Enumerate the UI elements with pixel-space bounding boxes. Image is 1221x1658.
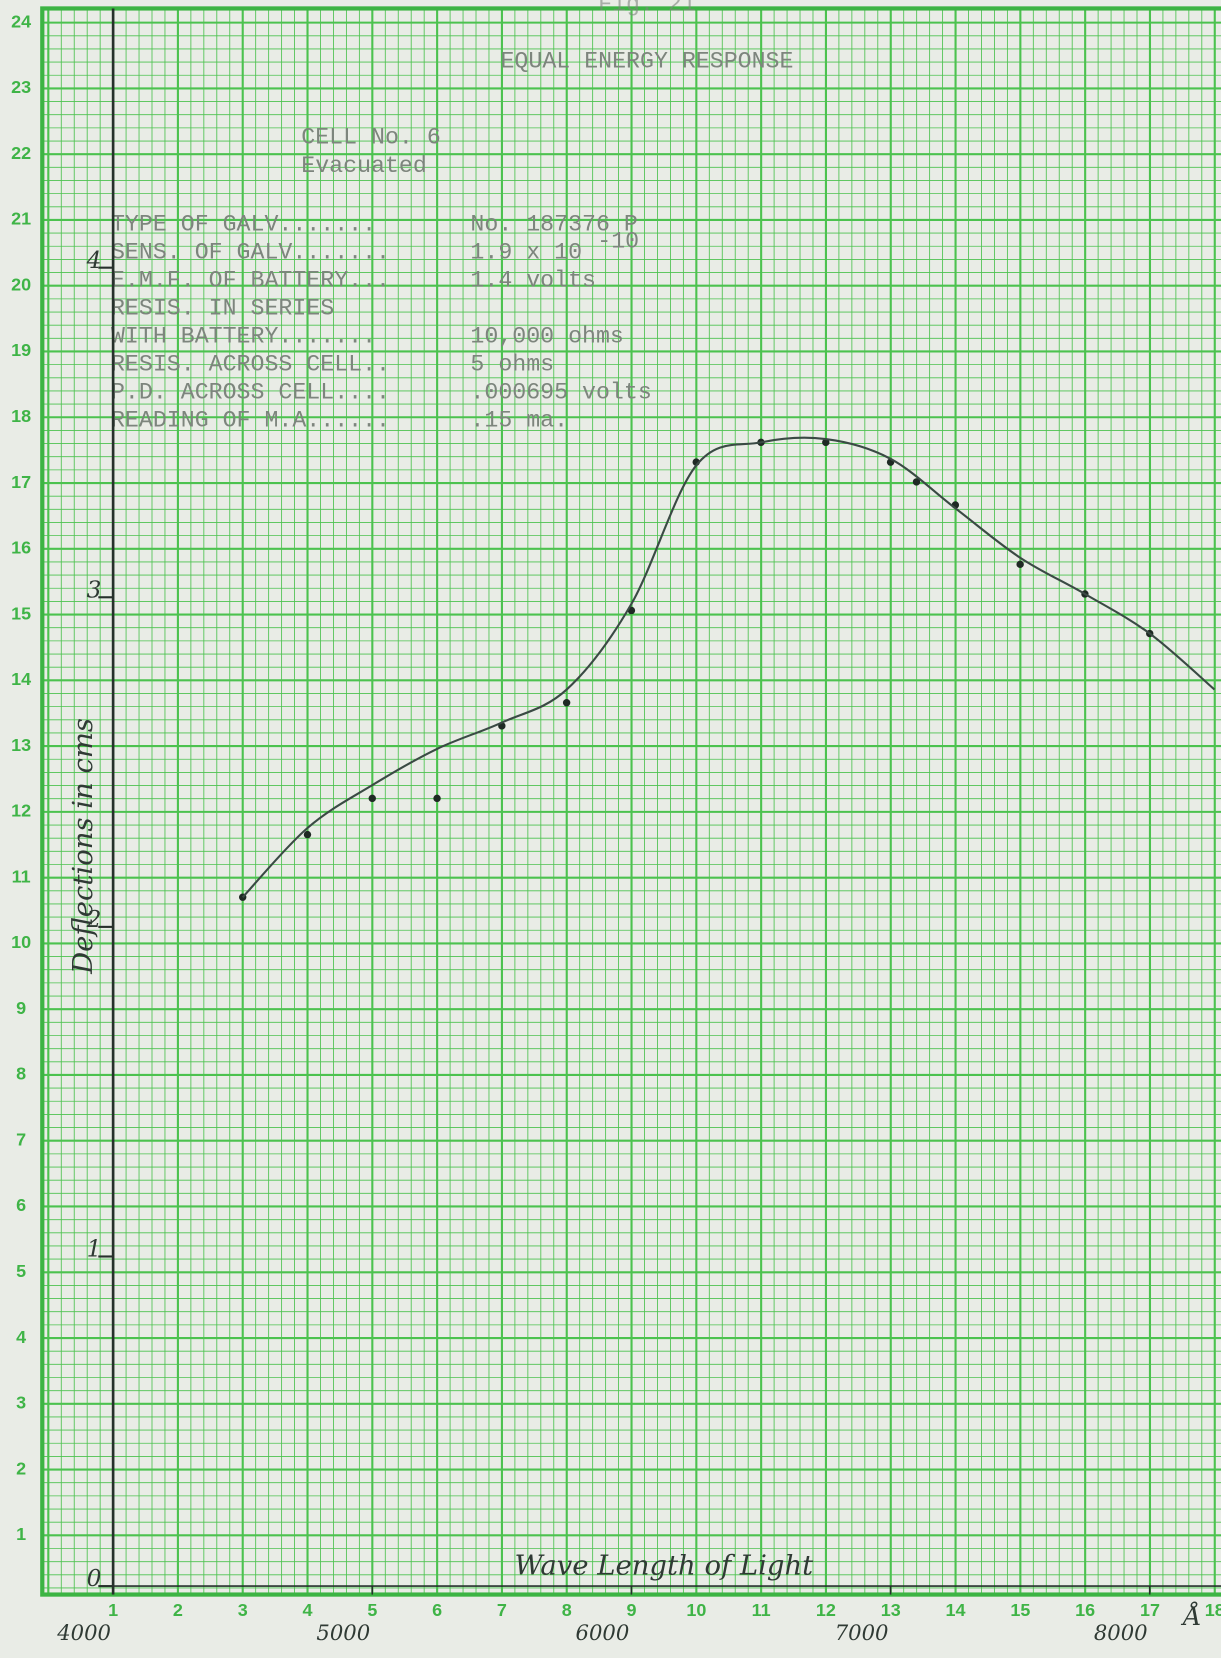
note-label: P.D. ACROSS CELL.... <box>111 379 390 405</box>
paper-row-number: 20 <box>11 274 31 294</box>
note-label: WITH BATTERY....... <box>111 323 376 349</box>
x-axis-unit: Å <box>1180 1600 1201 1631</box>
data-point <box>1016 561 1023 568</box>
paper-row-number: 23 <box>11 77 31 97</box>
y-tick-label: 0 <box>87 1565 102 1592</box>
paper-column-number: 14 <box>946 1600 966 1620</box>
paper-row-number: 18 <box>11 406 31 426</box>
paper-row-number: 15 <box>11 603 31 623</box>
y-tick-label: 3 <box>87 576 102 603</box>
x-tick-label: 6000 <box>576 1620 630 1645</box>
paper-column-number: 8 <box>562 1600 572 1620</box>
paper-row-number: 8 <box>16 1064 26 1084</box>
x-tick-label: 8000 <box>1094 1620 1148 1645</box>
paper-row-number: 13 <box>11 735 31 755</box>
paper-row-number: 24 <box>11 11 31 31</box>
note-value: .000695 volts <box>470 379 651 405</box>
x-tick-label: 5000 <box>316 1620 370 1645</box>
x-tick-label: 4000 <box>56 1620 111 1645</box>
paper-column-number: 5 <box>367 1600 377 1620</box>
paper-row-number: 3 <box>16 1393 26 1413</box>
paper-row-number: 5 <box>16 1261 26 1281</box>
paper-column-number: 2 <box>173 1600 183 1620</box>
note-value: 5 ohms <box>470 351 554 377</box>
data-point <box>304 831 311 838</box>
chart-title: EQUAL ENERGY RESPONSE <box>500 48 793 74</box>
paper-row-number: 16 <box>11 538 31 558</box>
paper-row-number: 17 <box>11 472 31 492</box>
chart: Fig. 21 EQUAL ENERGY RESPONSE CELL No. 6… <box>0 0 1221 1658</box>
paper-row-number: 21 <box>11 209 31 229</box>
paper-column-number: 4 <box>303 1600 313 1620</box>
paper-row-number: 19 <box>11 340 31 360</box>
data-point <box>369 795 376 802</box>
note-label: E.M.F. OF BATTERY... <box>111 267 390 293</box>
paper-row-number: 1 <box>16 1524 26 1544</box>
paper-row-number: 7 <box>16 1129 26 1149</box>
data-point <box>433 795 440 802</box>
paper-column-number: 9 <box>627 1600 637 1620</box>
cell-label: CELL No. 6 <box>301 125 441 151</box>
paper-row-number: 6 <box>16 1195 26 1215</box>
condition-label: Evacuated <box>301 153 427 179</box>
note-value: 1.4 volts <box>470 267 596 293</box>
y-tick-label: 1 <box>87 1236 102 1263</box>
x-tick-label: 7000 <box>835 1620 889 1645</box>
y-axis-title: Deflections in cms <box>67 718 99 975</box>
paper-column-number: 1 <box>108 1600 118 1620</box>
note-value: 1.9 x 10 <box>470 239 582 265</box>
paper-column-number: 13 <box>881 1600 901 1620</box>
paper-column-number: 11 <box>752 1600 771 1620</box>
paper-column-number: 6 <box>432 1600 442 1620</box>
paper-column-number: 12 <box>816 1600 836 1620</box>
note-value: .15 ma. <box>470 407 568 433</box>
paper-row-number: 2 <box>16 1458 26 1478</box>
note-label: RESIS. IN SERIES <box>111 295 334 321</box>
note-value: 10,000 ohms <box>470 323 623 349</box>
paper-column-number: 15 <box>1010 1600 1030 1620</box>
note-label: SENS. OF GALV....... <box>111 239 390 265</box>
figure-label: Fig. 21 <box>598 0 696 17</box>
y-tick-label: 2 <box>86 906 102 933</box>
paper-column-number: 3 <box>238 1600 248 1620</box>
paper-row-number: 9 <box>16 998 26 1018</box>
paper-row-number: 22 <box>11 143 31 163</box>
paper-row-number: 11 <box>12 866 31 886</box>
paper-row-number: 10 <box>11 932 31 952</box>
paper-row-number: 14 <box>11 669 31 689</box>
paper-column-number: 7 <box>497 1600 507 1620</box>
data-point <box>563 699 570 706</box>
paper-column-number: 16 <box>1075 1600 1095 1620</box>
paper-column-number: 10 <box>686 1600 706 1620</box>
paper-row-number: 12 <box>11 801 31 821</box>
x-axis-title: Wave Length of Light <box>515 1550 815 1582</box>
note-label: RESIS. ACROSS CELL.. <box>111 351 390 377</box>
note-label: TYPE OF GALV....... <box>111 211 376 237</box>
paper-column-number: 17 <box>1140 1600 1160 1620</box>
page: {"chart_data": {"type": "line", "title":… <box>0 0 1221 1658</box>
note-exponent: -10 <box>597 229 639 255</box>
note-label: READING OF M.A...... <box>111 407 390 433</box>
paper-row-number: 4 <box>16 1327 26 1347</box>
y-tick-label: 4 <box>86 247 102 274</box>
paper-column-number: 18 <box>1205 1600 1221 1620</box>
